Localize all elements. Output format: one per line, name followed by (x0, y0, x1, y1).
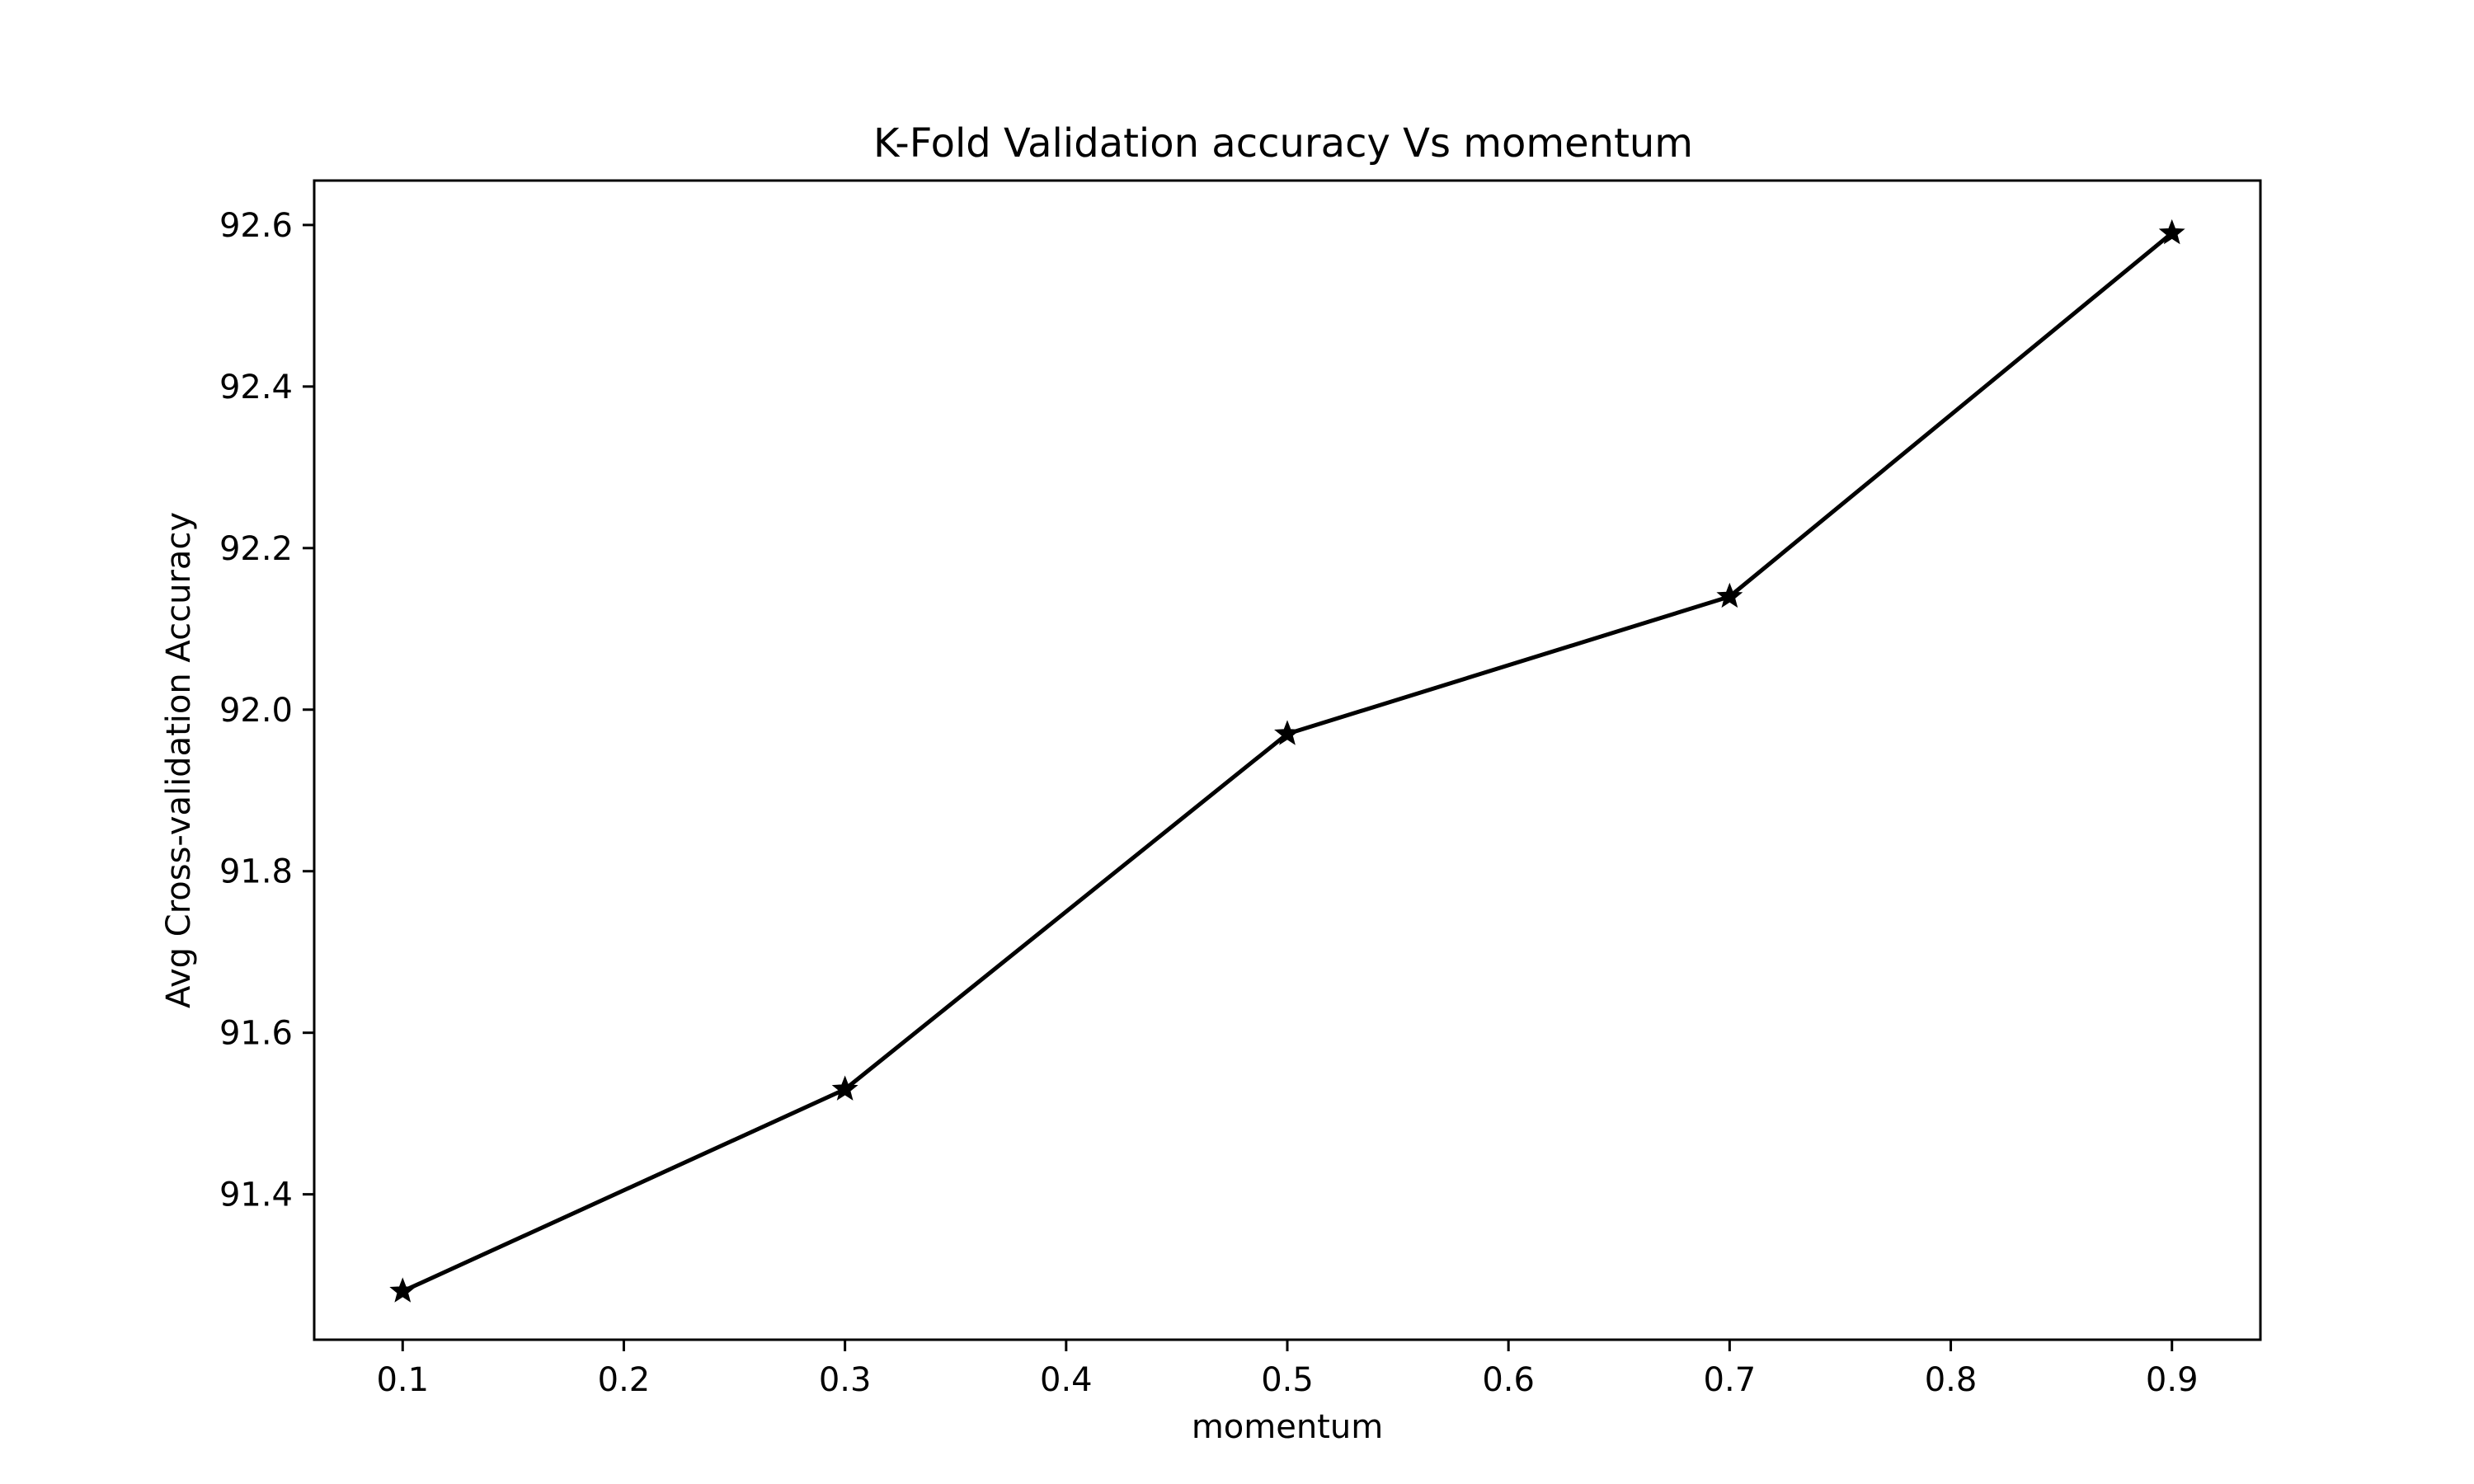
x-tick-label: 0.9 (2146, 1361, 2199, 1399)
y-tick-label: 91.4 (219, 1176, 293, 1214)
data-point-star (831, 1075, 858, 1101)
data-point-star (389, 1277, 416, 1303)
y-tick-label: 91.6 (219, 1015, 293, 1053)
y-tick-label: 91.8 (219, 853, 293, 891)
y-tick-label: 92.0 (219, 692, 293, 730)
x-tick-label: 0.6 (1482, 1361, 1535, 1399)
x-tick-label: 0.7 (1704, 1361, 1757, 1399)
x-tick-label: 0.4 (1040, 1361, 1093, 1399)
x-tick-label: 0.3 (819, 1361, 872, 1399)
x-tick-label: 0.1 (376, 1361, 429, 1399)
data-point-star (1716, 582, 1743, 608)
x-tick-label: 0.5 (1261, 1361, 1314, 1399)
data-point-star (1274, 720, 1300, 745)
y-axis: 91.4 91.6 91.8 92.0 92.2 92.4 92.6 (219, 207, 314, 1214)
y-tick-label: 92.4 (219, 369, 293, 406)
y-tick-label: 92.2 (219, 530, 293, 568)
y-axis-label: Avg Cross-validation Accuracy (160, 512, 198, 1008)
plot-area (389, 218, 2185, 1303)
data-point-star (2158, 218, 2185, 245)
x-tick-label: 0.8 (1925, 1361, 1978, 1399)
x-tick-label: 0.2 (598, 1361, 651, 1399)
x-axis-label: momentum (1192, 1408, 1383, 1446)
y-tick-label: 92.6 (219, 207, 293, 245)
x-axis: 0.1 0.2 0.3 0.4 0.5 0.6 0.7 0.8 0.9 (376, 1340, 2199, 1399)
chart-title: K-Fold Validation accuracy Vs momentum (873, 120, 1693, 167)
